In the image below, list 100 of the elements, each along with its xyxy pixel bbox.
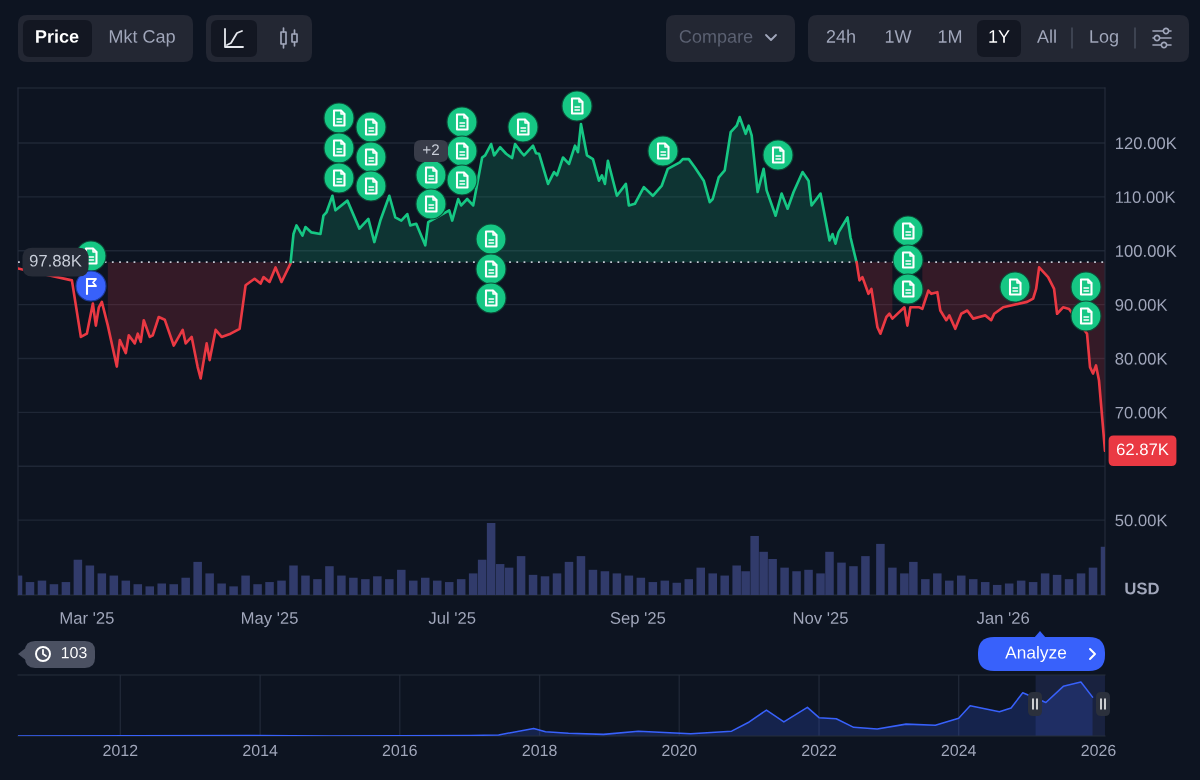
bar [85, 565, 95, 595]
bar [349, 577, 358, 595]
bar [921, 579, 930, 595]
x-tick-label: Jan '26 [976, 612, 1030, 624]
bar [121, 580, 131, 595]
bar [205, 573, 214, 595]
bar [576, 556, 586, 595]
bar [97, 573, 107, 595]
bar [385, 579, 394, 595]
bar [888, 567, 897, 595]
bar [837, 562, 846, 595]
bar [361, 579, 370, 595]
bar [696, 567, 706, 595]
y-tick-label: 80.00K [1115, 352, 1168, 365]
bar [992, 584, 1002, 595]
bar [780, 567, 789, 595]
bar [37, 580, 47, 595]
text: All [1037, 29, 1056, 43]
bar [1064, 579, 1074, 595]
bar [1028, 582, 1038, 595]
bar [145, 586, 155, 595]
bar [253, 584, 262, 595]
bar [325, 566, 334, 595]
text: 24h [826, 29, 855, 43]
y-tick-label: 90.00K [1115, 298, 1168, 311]
text: Compare [679, 30, 753, 47]
x-tick-label: 2020 [662, 744, 697, 757]
y-tick-label: 110.00K [1115, 191, 1176, 204]
bar [968, 579, 978, 595]
data-label: 62.87K [1116, 443, 1169, 456]
bar [980, 582, 990, 595]
bar [444, 582, 454, 595]
bar [157, 583, 166, 595]
bar [409, 580, 418, 595]
bar [277, 580, 286, 595]
bar [849, 566, 858, 595]
x-tick-label: Sep '25 [610, 612, 666, 628]
bar [945, 580, 954, 595]
bar [588, 569, 598, 595]
bar [648, 582, 658, 595]
bar [564, 561, 574, 595]
bar [109, 575, 119, 595]
bar [193, 561, 202, 595]
x-tick-label: May '25 [241, 612, 298, 628]
bar [516, 556, 526, 595]
bar [432, 580, 442, 595]
x-tick-label: Nov '25 [793, 612, 848, 624]
x-tick-label: 2026 [1081, 744, 1116, 757]
x-tick-label: 2024 [941, 744, 976, 757]
bar [265, 582, 274, 595]
y-tick-label: 70.00K [1115, 406, 1168, 419]
bar [456, 579, 466, 595]
x-tick-label: Mar '25 [60, 612, 114, 624]
x-tick-label: Jul '25 [428, 611, 476, 624]
bar [684, 579, 694, 595]
text: 103 [61, 646, 87, 659]
y-axis-title: USD [1125, 582, 1159, 595]
x-tick-label: 2014 [243, 744, 278, 757]
bar [1052, 574, 1062, 595]
bar [61, 582, 71, 595]
bar [1016, 580, 1026, 595]
bar [133, 584, 143, 595]
bar [528, 574, 538, 595]
bar [792, 571, 801, 595]
bar [337, 575, 346, 595]
ref-line-label: 97.88K [29, 254, 82, 267]
bar [373, 576, 382, 595]
bar [624, 575, 634, 595]
text: 1M [938, 30, 962, 43]
bar [720, 575, 729, 595]
bar [552, 573, 562, 595]
bar [957, 575, 966, 595]
bar [1076, 573, 1086, 595]
y-tick-label: 100.00K [1115, 245, 1177, 257]
bar [636, 577, 646, 595]
bar [169, 584, 178, 595]
bar [708, 573, 717, 595]
bar [313, 579, 322, 595]
text: 1Y [989, 30, 1010, 43]
bar [1004, 583, 1014, 595]
bar [420, 577, 430, 595]
bar [289, 565, 298, 595]
bar [217, 583, 226, 595]
bar [229, 586, 238, 595]
bar [804, 569, 813, 595]
bar [672, 582, 682, 595]
x-tick-label: 2016 [382, 744, 417, 757]
text: Log [1090, 30, 1118, 47]
text: Analyze [1005, 645, 1067, 663]
x-tick-label: 2018 [522, 744, 557, 757]
bar [301, 575, 310, 595]
x-tick-label: 2012 [103, 744, 138, 757]
bar [861, 556, 870, 595]
text: 1W [885, 30, 912, 43]
bar [933, 573, 942, 595]
x-tick-label: 2022 [802, 744, 837, 757]
bar [660, 580, 670, 595]
bar [241, 575, 250, 595]
line-series [289, 115, 858, 264]
y-tick-label: 50.00K [1115, 514, 1168, 527]
